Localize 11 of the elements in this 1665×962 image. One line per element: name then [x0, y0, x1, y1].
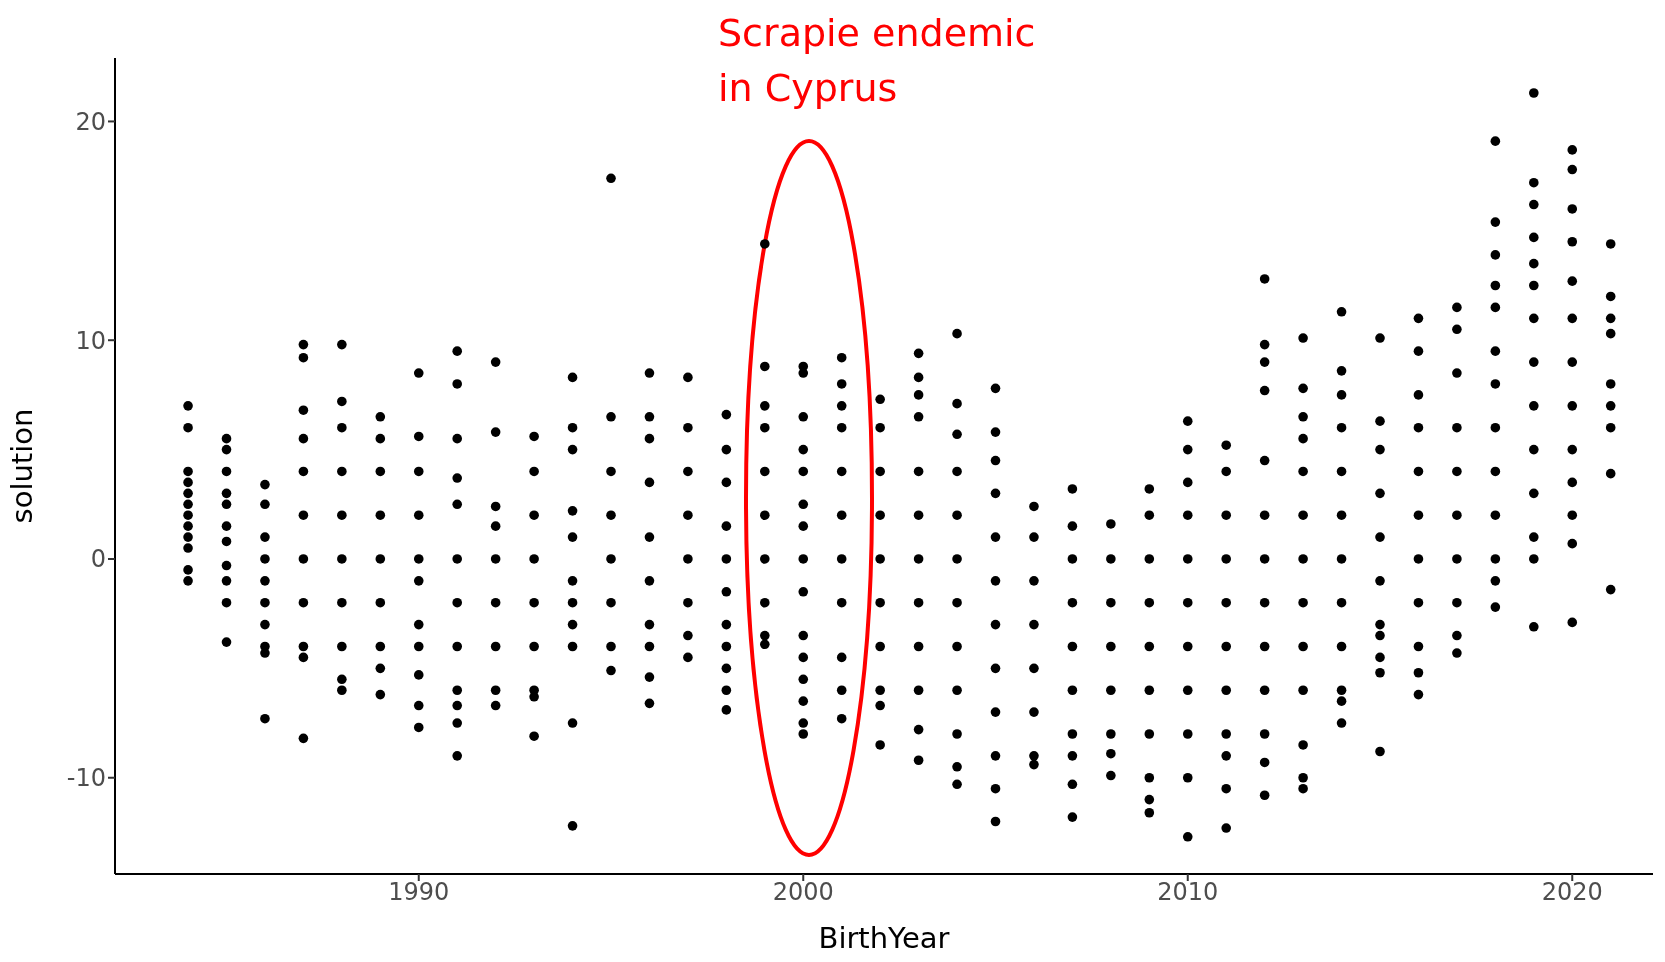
x-tick-label: 2000 [772, 878, 834, 907]
y-tick-label: 0 [90, 545, 106, 574]
x-tick-label: 2010 [1157, 878, 1219, 907]
x-tick-label: 1990 [388, 878, 450, 907]
y-tick-label: -10 [66, 764, 106, 793]
y-tick-label: 20 [75, 107, 106, 136]
x-tick-label: 2020 [1541, 878, 1603, 907]
annotation: Scrapie endemic in Cyprus [718, 11, 1036, 110]
y-tick-label: 10 [75, 326, 106, 355]
y-axis-title: solution [5, 408, 40, 524]
x-axis-title: BirthYear [818, 921, 950, 955]
